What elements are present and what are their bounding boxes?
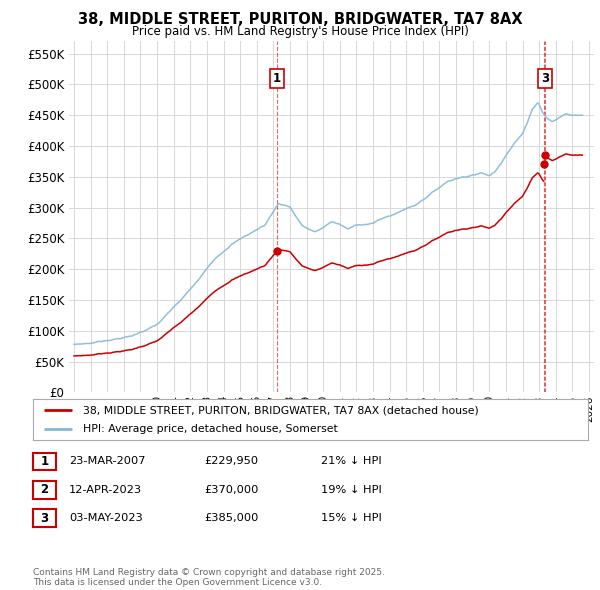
Text: 38, MIDDLE STREET, PURITON, BRIDGWATER, TA7 8AX (detached house): 38, MIDDLE STREET, PURITON, BRIDGWATER, … <box>83 405 479 415</box>
Text: £370,000: £370,000 <box>204 485 259 494</box>
Text: 23-MAR-2007: 23-MAR-2007 <box>69 457 146 466</box>
Text: HPI: Average price, detached house, Somerset: HPI: Average price, detached house, Some… <box>83 424 338 434</box>
Text: 19% ↓ HPI: 19% ↓ HPI <box>321 485 382 494</box>
Text: £385,000: £385,000 <box>204 513 259 523</box>
Text: 1: 1 <box>273 72 281 85</box>
Text: Contains HM Land Registry data © Crown copyright and database right 2025.
This d: Contains HM Land Registry data © Crown c… <box>33 568 385 587</box>
Text: 03-MAY-2023: 03-MAY-2023 <box>69 513 143 523</box>
Text: £229,950: £229,950 <box>204 457 258 466</box>
Text: 3: 3 <box>40 512 49 525</box>
Text: 21% ↓ HPI: 21% ↓ HPI <box>321 457 382 466</box>
Text: 38, MIDDLE STREET, PURITON, BRIDGWATER, TA7 8AX: 38, MIDDLE STREET, PURITON, BRIDGWATER, … <box>77 12 523 27</box>
Text: 3: 3 <box>541 72 549 85</box>
Text: 15% ↓ HPI: 15% ↓ HPI <box>321 513 382 523</box>
Text: Price paid vs. HM Land Registry's House Price Index (HPI): Price paid vs. HM Land Registry's House … <box>131 25 469 38</box>
Text: 12-APR-2023: 12-APR-2023 <box>69 485 142 494</box>
Text: 1: 1 <box>40 455 49 468</box>
Text: 2: 2 <box>40 483 49 496</box>
